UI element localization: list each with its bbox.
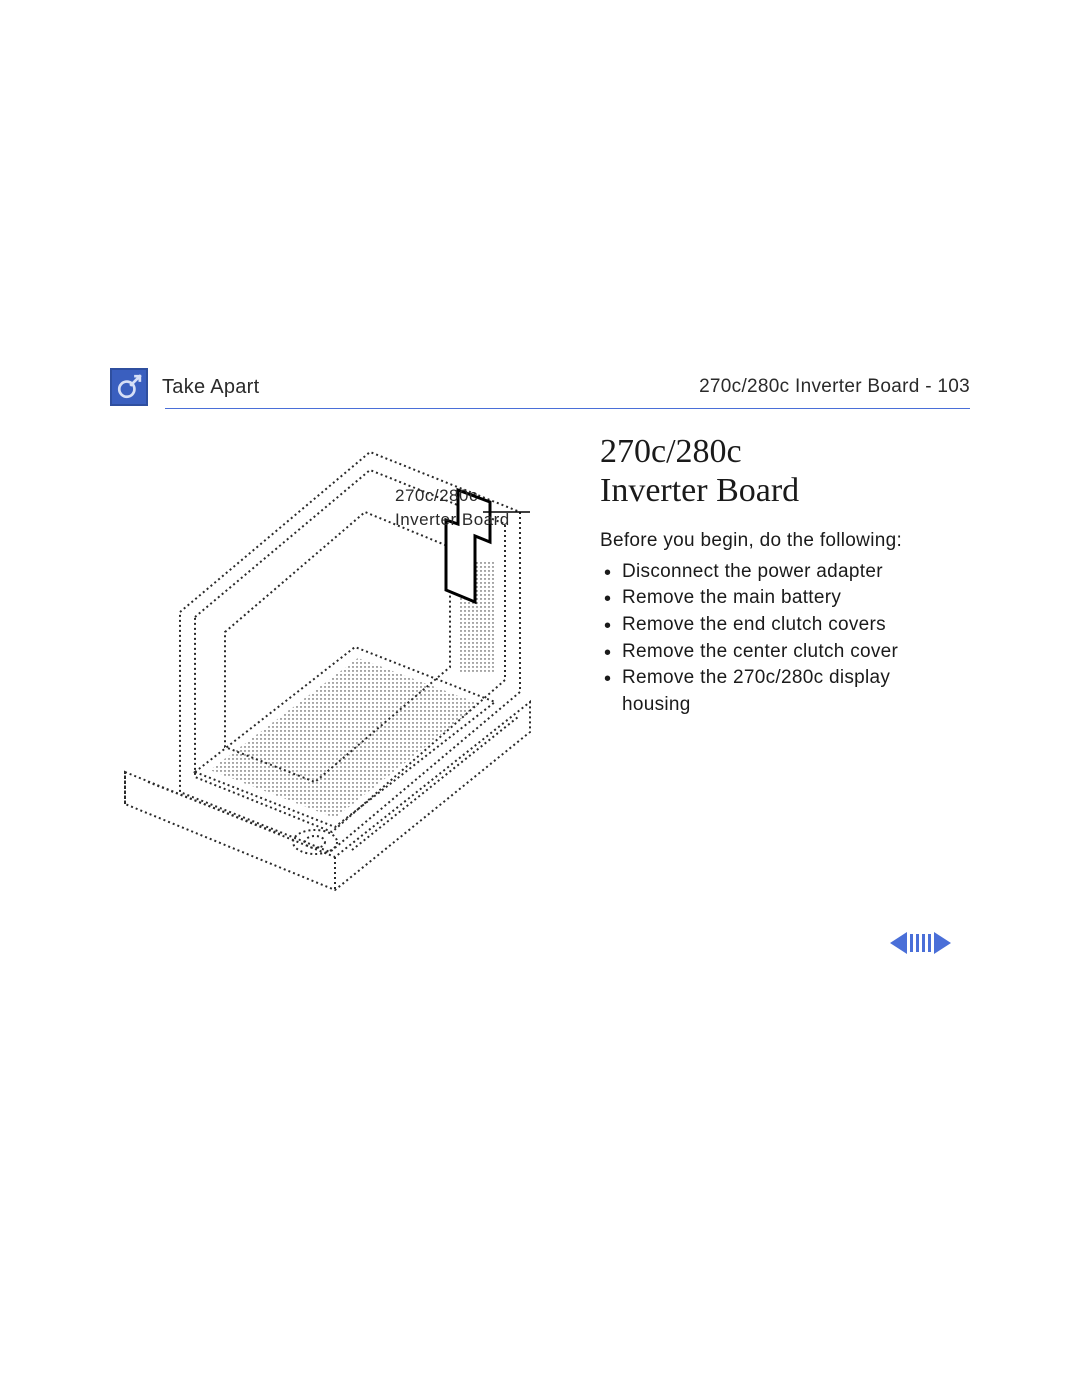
lead-text: Before you begin, do the following: <box>600 528 945 555</box>
diagram-callout: 270c/280c Inverter Board <box>395 484 575 532</box>
step-item: Remove the end clutch covers <box>600 612 945 639</box>
section-title: Take Apart <box>162 376 260 399</box>
step-item: Remove the 270c/280c display housing <box>600 665 945 718</box>
step-item: Disconnect the power adapter <box>600 559 945 586</box>
steps-list: Disconnect the power adapter Remove the … <box>600 559 945 719</box>
step-item: Remove the center clutch cover <box>600 639 945 666</box>
text-column: 270c/280c Inverter Board Before you begi… <box>600 432 945 718</box>
header-rule <box>165 408 970 409</box>
next-page-icon[interactable] <box>934 932 951 954</box>
page-nav <box>890 932 951 954</box>
page-header: Take Apart 270c/280c Inverter Board - 10… <box>110 368 970 412</box>
title-line-1: 270c/280c <box>600 433 742 470</box>
callout-line-1: 270c/280c <box>395 484 575 508</box>
callout-line-2: Inverter Board <box>395 508 575 532</box>
page-number-label: 270c/280c Inverter Board - 103 <box>699 376 970 398</box>
title-line-2: Inverter Board <box>600 472 799 509</box>
page-title: 270c/280c Inverter Board <box>600 432 945 510</box>
page-nav-bars <box>910 934 931 952</box>
step-item: Remove the main battery <box>600 585 945 612</box>
section-icon <box>110 368 148 406</box>
prev-page-icon[interactable] <box>890 932 907 954</box>
